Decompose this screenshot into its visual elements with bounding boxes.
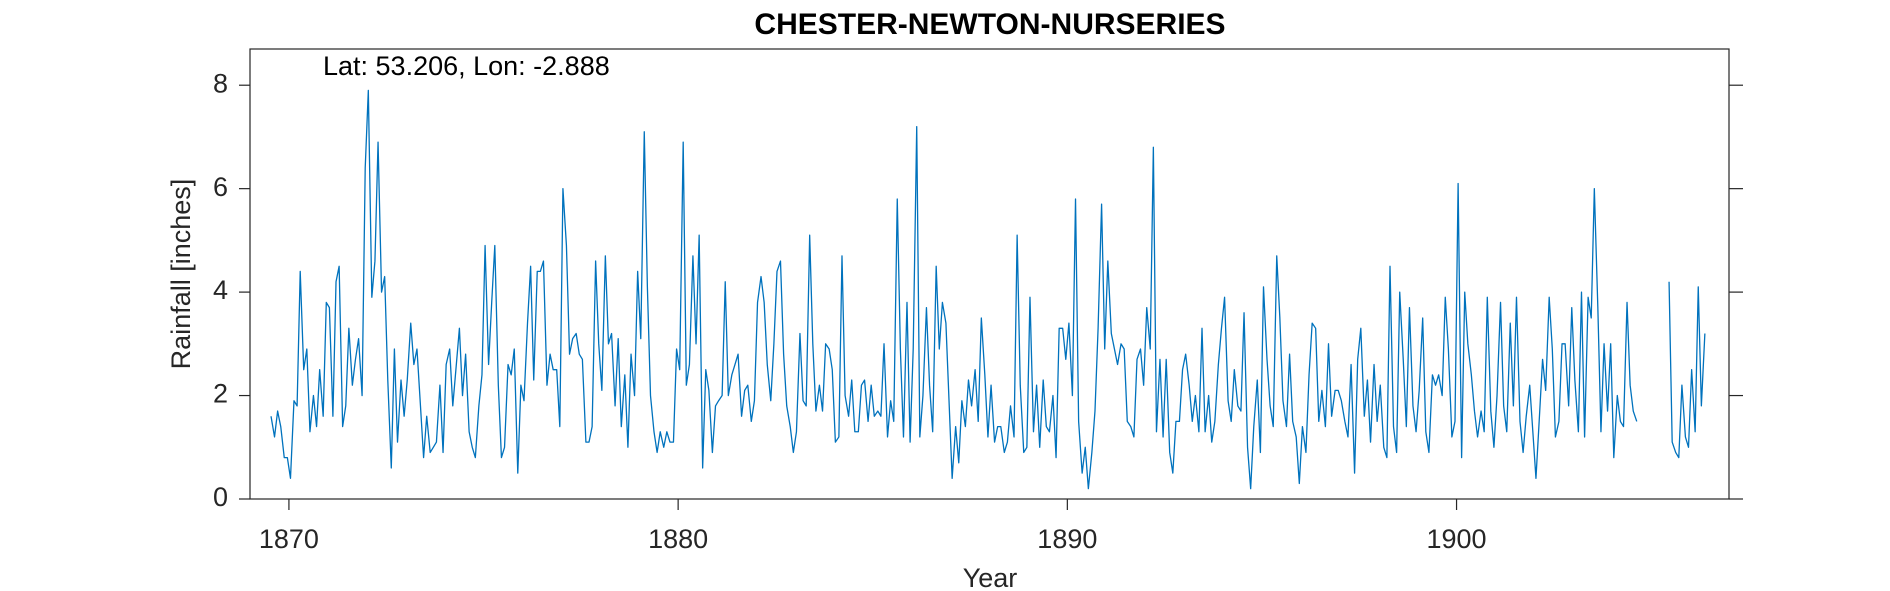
y-axis-label: Rainfall [inches] (166, 179, 196, 370)
x-tick-label: 1890 (1037, 524, 1097, 554)
y-tick-label: 4 (213, 275, 228, 305)
y-tick-label: 0 (213, 482, 228, 512)
x-axis-label: Year (963, 563, 1018, 591)
y-tick-label: 8 (213, 68, 228, 98)
x-tick-label: 1900 (1427, 524, 1487, 554)
y-tick-label: 6 (213, 172, 228, 202)
x-tick-label: 1870 (259, 524, 319, 554)
x-tick-label: 1880 (648, 524, 708, 554)
annotation: Lat: 53.206, Lon: -2.888 (323, 51, 610, 81)
chart-title: CHESTER-NEWTON-NURSERIES (754, 8, 1225, 41)
y-tick-label: 2 (213, 379, 228, 409)
rainfall-line (270, 89, 1706, 490)
axes-box (249, 48, 1730, 500)
